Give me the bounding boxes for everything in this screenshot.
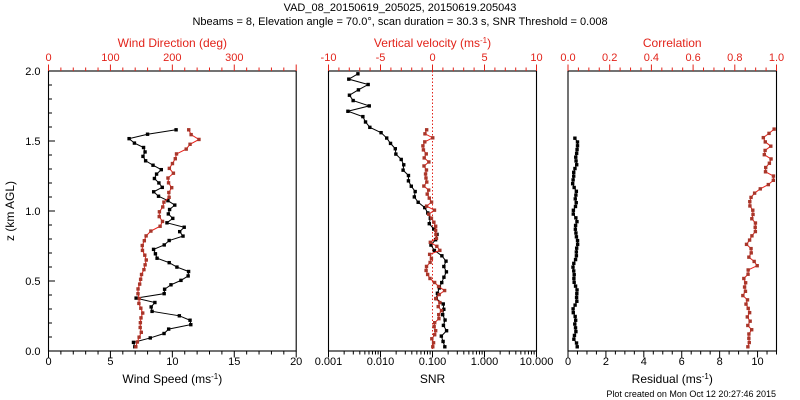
svg-text:Wind Direction (deg): Wind Direction (deg) — [118, 36, 227, 50]
svg-text:0.100: 0.100 — [419, 356, 447, 368]
svg-text:200: 200 — [163, 52, 181, 64]
svg-text:15: 15 — [228, 356, 240, 368]
svg-text:0.2: 0.2 — [602, 52, 617, 64]
svg-text:Wind Speed (ms-1): Wind Speed (ms-1) — [122, 372, 222, 386]
svg-text:0.010: 0.010 — [367, 356, 395, 368]
svg-text:300: 300 — [225, 52, 243, 64]
svg-text:0.4: 0.4 — [644, 52, 659, 64]
svg-text:1.0: 1.0 — [25, 206, 40, 218]
svg-text:0: 0 — [429, 52, 435, 64]
svg-text:10: 10 — [530, 52, 542, 64]
svg-text:20: 20 — [290, 356, 302, 368]
svg-text:Vertical velocity (ms-1): Vertical velocity (ms-1) — [374, 36, 491, 50]
svg-text:0.6: 0.6 — [685, 52, 700, 64]
svg-text:5: 5 — [107, 356, 113, 368]
svg-text:1.0: 1.0 — [769, 52, 784, 64]
svg-text:0.8: 0.8 — [727, 52, 742, 64]
svg-text:10: 10 — [751, 356, 763, 368]
svg-text:6: 6 — [679, 356, 685, 368]
svg-text:2: 2 — [603, 356, 609, 368]
svg-text:0.001: 0.001 — [315, 356, 343, 368]
svg-text:-10: -10 — [321, 52, 337, 64]
svg-text:Correlation: Correlation — [643, 36, 702, 50]
svg-text:0.0: 0.0 — [560, 52, 575, 64]
svg-text:10.000: 10.000 — [520, 356, 554, 368]
svg-text:0.0: 0.0 — [25, 346, 40, 358]
svg-text:1.000: 1.000 — [471, 356, 499, 368]
svg-text:SNR: SNR — [420, 372, 446, 386]
svg-text:2.0: 2.0 — [25, 66, 40, 78]
svg-text:5: 5 — [481, 52, 487, 64]
svg-text:10: 10 — [166, 356, 178, 368]
svg-text:Nbeams = 8, Elevation angle =: Nbeams = 8, Elevation angle = 70.0°, sca… — [192, 16, 607, 28]
svg-text:z (km AGL): z (km AGL) — [3, 181, 17, 241]
svg-text:Plot created on Mon Oct 12 20:: Plot created on Mon Oct 12 20:27:46 2015 — [606, 389, 776, 399]
svg-text:4: 4 — [641, 356, 647, 368]
svg-text:VAD_08_20150619_205025, 20150: VAD_08_20150619_205025, 20150619.205043 — [284, 2, 517, 14]
svg-text:0: 0 — [565, 356, 571, 368]
svg-text:0.5: 0.5 — [25, 276, 40, 288]
svg-text:100: 100 — [101, 52, 119, 64]
svg-text:0: 0 — [45, 356, 51, 368]
svg-text:Residual (ms-1): Residual (ms-1) — [632, 372, 713, 386]
svg-text:1.5: 1.5 — [25, 136, 40, 148]
svg-text:-5: -5 — [376, 52, 386, 64]
svg-text:8: 8 — [717, 356, 723, 368]
svg-text:0: 0 — [45, 52, 51, 64]
